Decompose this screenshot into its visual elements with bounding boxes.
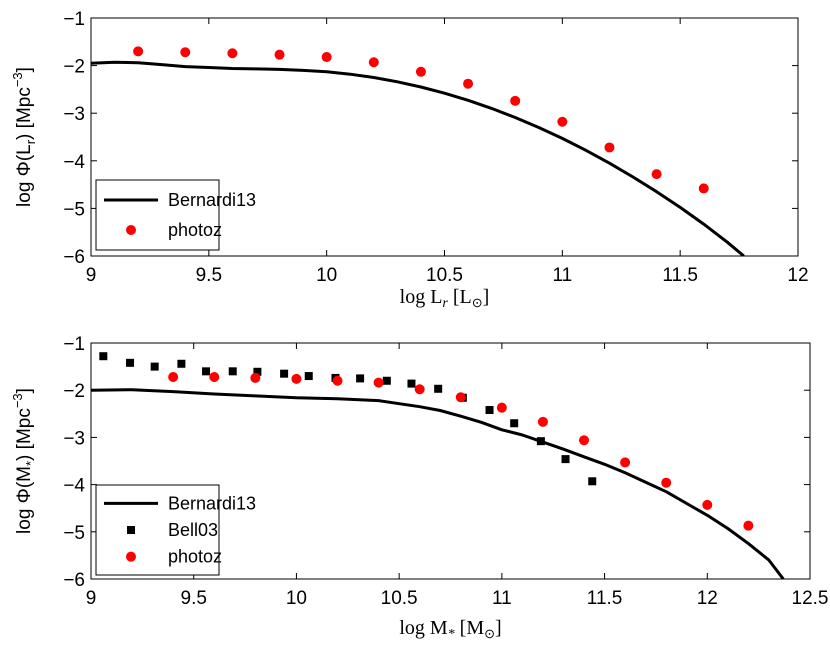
data-point-photoz xyxy=(463,78,474,89)
legend-swatch-photoz xyxy=(126,551,136,562)
x-tick-label: 11 xyxy=(492,588,512,609)
data-point-photoz xyxy=(510,95,521,106)
legend-box xyxy=(95,484,220,576)
y-tick-label: −1 xyxy=(63,9,85,30)
data-point-photoz xyxy=(651,169,662,180)
x-tick-label: 12 xyxy=(787,265,808,286)
chart-panel-2: 9 9.5 10 10.5 11 11.5 12 12.5 −6 −5 −4 −3 −2 −1 log M*… xyxy=(10,334,828,642)
legend: Bernardi13 photoz xyxy=(95,179,256,251)
y-tick-label: −1 xyxy=(63,334,85,355)
data-point-bell03 xyxy=(536,437,545,446)
legend-label-photoz: photoz xyxy=(168,220,222,240)
data-point-photoz xyxy=(455,392,466,403)
legend-swatch-bell03 xyxy=(127,526,135,534)
data-point-bell03 xyxy=(510,419,519,428)
data-point-bell03 xyxy=(253,367,262,376)
series-line-bernardi13 xyxy=(91,60,745,256)
x-axis-label: log M* [M⊙] xyxy=(399,617,501,642)
data-point-bell03 xyxy=(304,372,313,381)
data-point-bell03 xyxy=(177,359,186,368)
x-tick-label: 10.5 xyxy=(426,265,463,286)
data-point-photoz xyxy=(168,371,179,382)
data-point-photoz xyxy=(557,116,568,127)
data-point-photoz xyxy=(537,416,548,427)
data-point-bell03 xyxy=(99,352,108,361)
x-axis-label: log Lr [L⊙] xyxy=(400,286,490,311)
data-point-photoz xyxy=(661,477,672,488)
data-point-bell03 xyxy=(485,406,494,415)
x-tick-label: 12 xyxy=(697,588,718,609)
y-axis-label: log Φ(Lr) [Mpc−3] xyxy=(10,67,38,207)
data-point-photoz xyxy=(250,372,261,383)
legend: Bernardi13 Bell03 photoz xyxy=(95,484,256,576)
x-tick-label: 10 xyxy=(286,588,307,609)
x-tick-label: 10.5 xyxy=(381,588,418,609)
data-point-bell03 xyxy=(126,358,135,367)
x-tick-label: 9.5 xyxy=(196,265,222,286)
data-point-photoz xyxy=(209,371,220,382)
data-point-photoz xyxy=(373,377,384,388)
y-tick-label: −5 xyxy=(63,523,85,544)
data-point-bell03 xyxy=(202,367,211,376)
data-point-photoz xyxy=(180,47,191,58)
axes-box xyxy=(90,342,811,580)
y-tick-label: −6 xyxy=(63,247,85,268)
y-tick-label: −3 xyxy=(63,428,85,449)
y-tick-label: −2 xyxy=(63,57,85,78)
data-point-bell03 xyxy=(588,477,597,486)
data-point-photoz xyxy=(496,402,507,413)
data-point-bell03 xyxy=(407,379,416,388)
data-point-photoz xyxy=(368,57,379,68)
data-point-photoz xyxy=(332,375,343,386)
y-tick-label: −4 xyxy=(63,152,85,173)
x-tick-label: 11.5 xyxy=(587,588,623,609)
legend-label-bernardi13: Bernardi13 xyxy=(168,190,256,210)
y-tick-label: −4 xyxy=(63,476,85,497)
legend-label-bell03: Bell03 xyxy=(168,520,218,540)
data-point-photoz xyxy=(698,183,709,194)
data-point-photoz xyxy=(274,49,285,60)
data-point-bell03 xyxy=(280,369,289,378)
x-tick-label: 11.5 xyxy=(662,265,698,286)
data-point-photoz xyxy=(291,373,302,384)
legend-swatch-photoz xyxy=(126,225,136,235)
data-point-bell03 xyxy=(382,376,391,385)
x-tick-label: 11 xyxy=(552,265,572,286)
chart-panel-1: 9 9.5 10 10.5 11 11.5 12 −6 −5 −4 −3 −2 −1 log Lr [L⊙… xyxy=(10,9,809,311)
plot-area xyxy=(91,352,785,579)
data-point-photoz xyxy=(321,52,332,63)
data-point-photoz xyxy=(133,46,144,57)
x-tick-label: 9 xyxy=(86,588,97,609)
y-tick-label: −3 xyxy=(63,104,85,125)
data-point-bell03 xyxy=(561,455,570,464)
x-tick-label: 9.5 xyxy=(181,588,207,609)
data-point-bell03 xyxy=(434,384,443,393)
x-tick-label: 10 xyxy=(316,265,337,286)
data-point-photoz xyxy=(743,520,754,531)
plot-area xyxy=(91,46,745,256)
y-tick-label: −5 xyxy=(63,199,85,220)
data-point-bell03 xyxy=(356,374,365,383)
data-point-bell03 xyxy=(228,367,237,376)
data-point-photoz xyxy=(604,142,615,153)
legend-label-photoz: photoz xyxy=(168,547,222,567)
y-tick-label: −2 xyxy=(63,381,85,402)
data-point-photoz xyxy=(227,48,238,59)
y-axis-label: log Φ(M*) [Mpc−3] xyxy=(10,388,38,534)
data-point-photoz xyxy=(579,435,590,446)
data-point-bell03 xyxy=(150,362,159,371)
x-tick-label: 9 xyxy=(86,265,97,286)
x-tick-label: 12.5 xyxy=(792,588,829,609)
data-point-photoz xyxy=(414,384,425,395)
data-point-photoz xyxy=(702,499,713,510)
legend-box xyxy=(95,179,220,251)
series-line-bernardi13 xyxy=(91,388,785,579)
legend-label-bernardi13: Bernardi13 xyxy=(168,493,256,513)
data-point-photoz xyxy=(415,66,426,77)
y-tick-label: −6 xyxy=(63,570,85,591)
data-point-photoz xyxy=(620,457,631,468)
